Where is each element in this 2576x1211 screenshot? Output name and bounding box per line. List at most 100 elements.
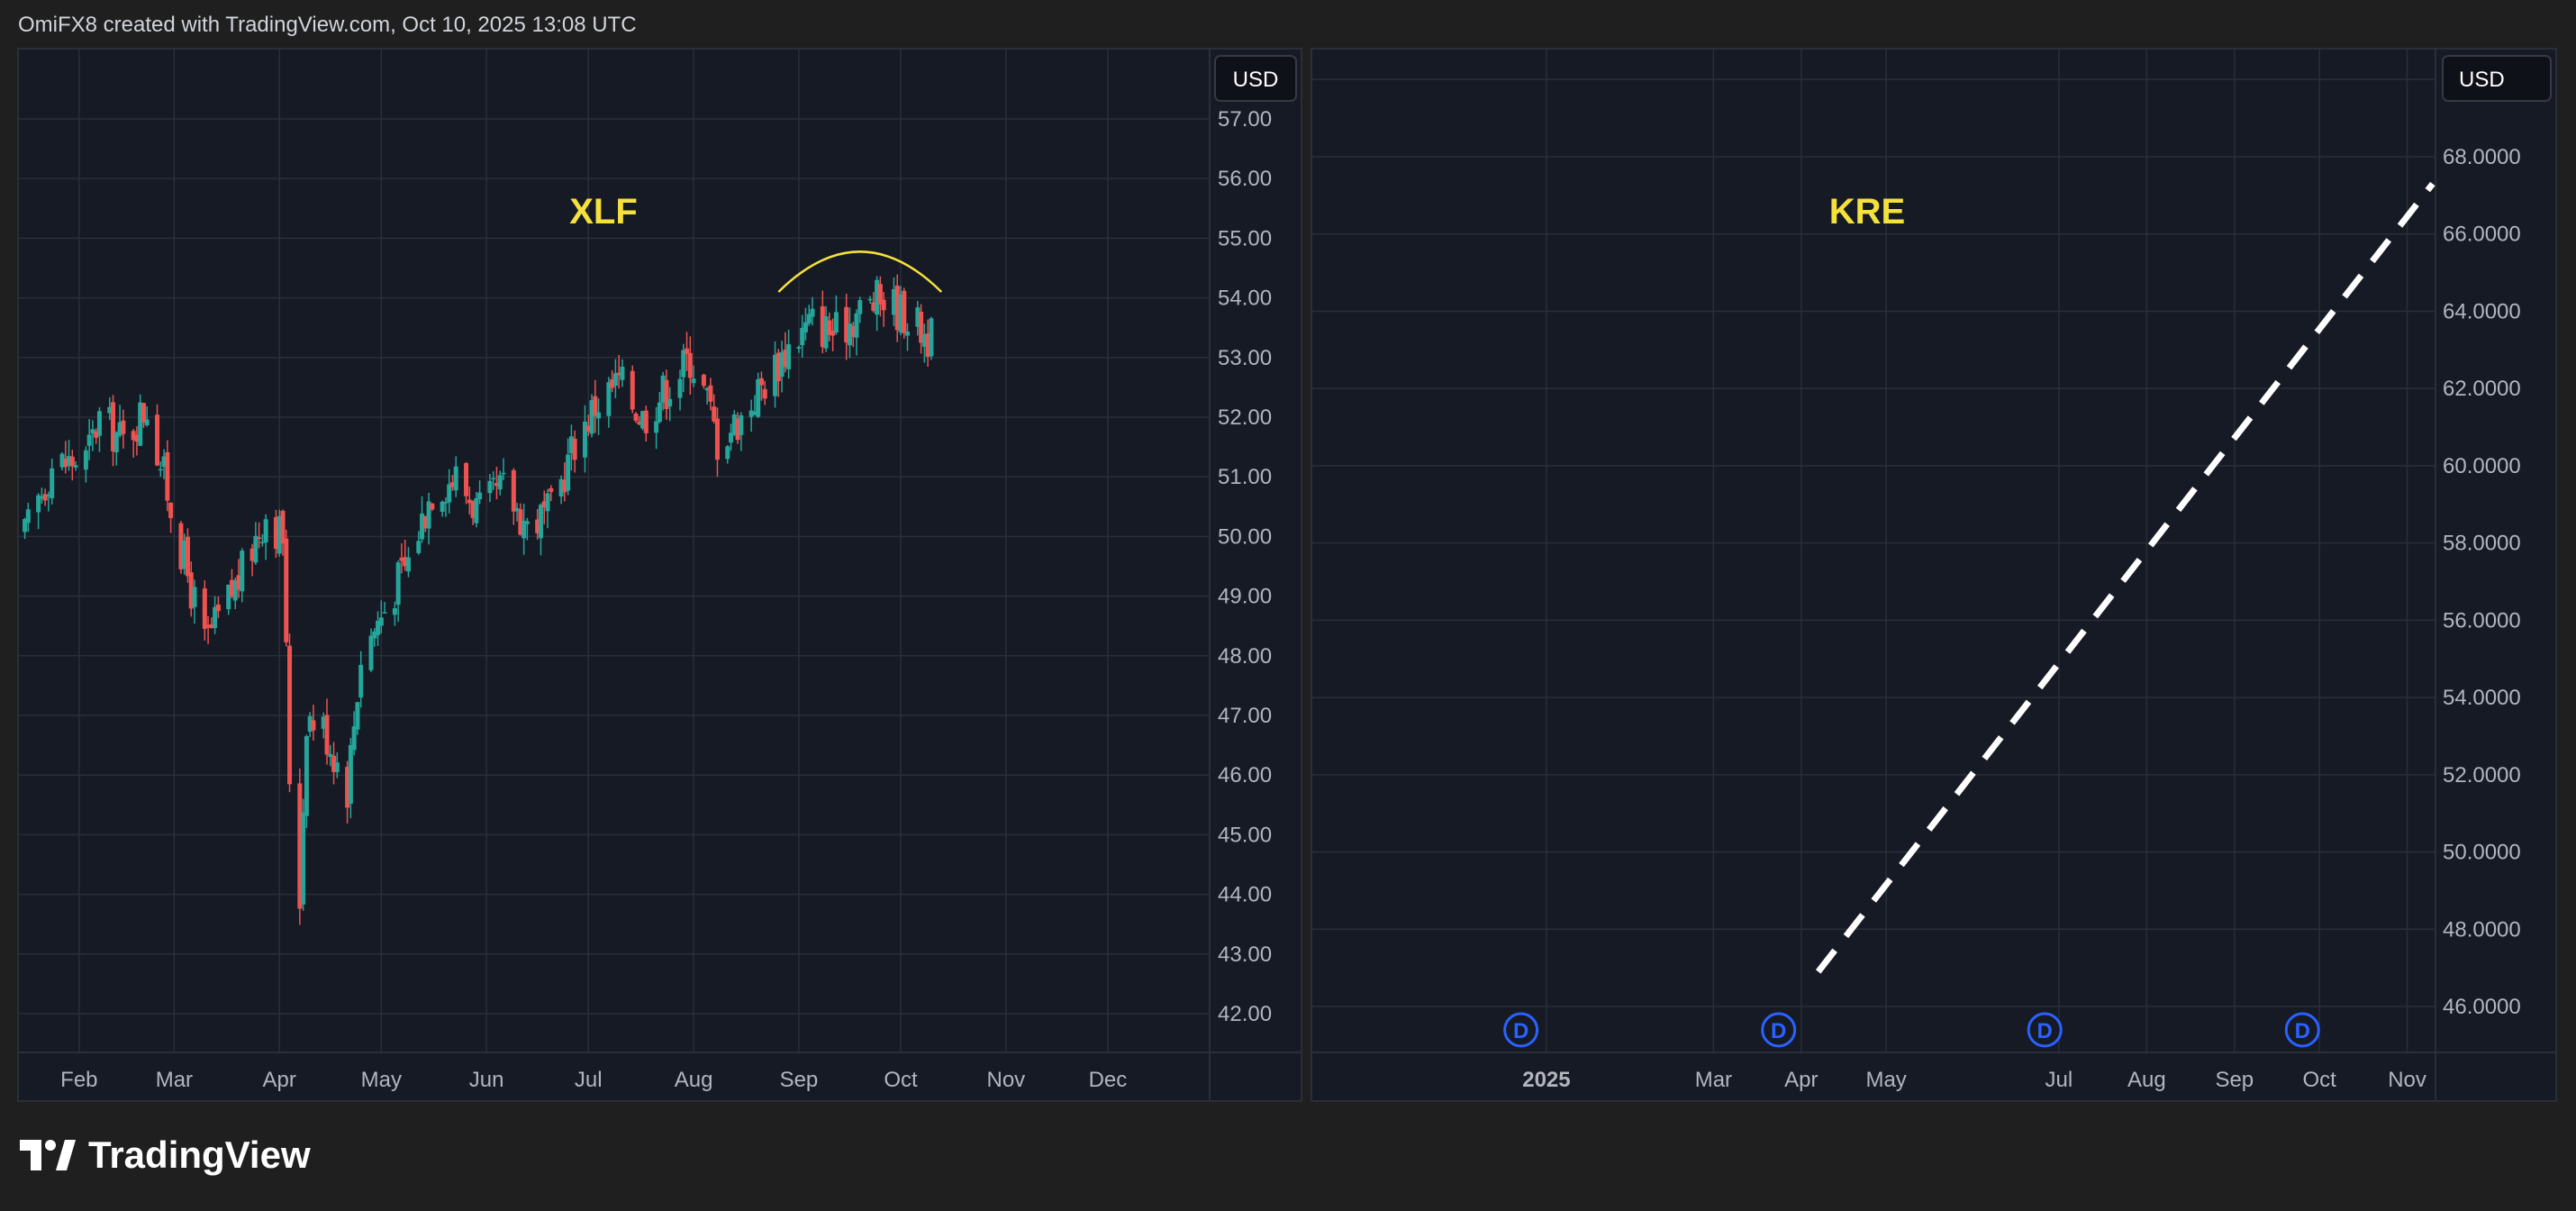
xlf-y-tick-label: 51.00 (1218, 465, 1272, 489)
xlf-candle-body (351, 726, 357, 751)
xlf-candle-body (257, 537, 262, 540)
xlf-candle-body (131, 431, 136, 441)
xlf-y-tick-label: 42.00 (1218, 1002, 1272, 1026)
xlf-candle-body (854, 313, 859, 338)
xlf-candle-body (348, 744, 353, 804)
xlf-candle-body (606, 382, 612, 416)
xlf-candle-body (67, 456, 72, 467)
kre-chart-pane[interactable]: KRE 46.0000 48.0000 50.0000 52.0000 54.0000 5… (1311, 48, 2557, 1102)
xlf-x-tick-label: Aug (675, 1068, 713, 1092)
xlf-y-tick-label: 50.00 (1218, 524, 1272, 549)
dividend-marker-label: D (2037, 1019, 2053, 1043)
xlf-candle-body (921, 333, 927, 347)
xlf-candle-body (63, 459, 68, 468)
xlf-x-tick-label: Mar (156, 1068, 193, 1092)
xlf-candle-body (144, 419, 150, 425)
xlf-candle-body (830, 331, 836, 336)
xlf-candle-body (776, 352, 781, 382)
xlf-candle-body (494, 483, 499, 487)
xlf-candle-body (287, 645, 293, 785)
xlf-candle-body (263, 519, 268, 542)
xlf-candle-body (188, 572, 194, 609)
xlf-pane-background (17, 48, 1302, 1102)
kre-x-tick-label: Sep (2215, 1068, 2254, 1092)
xlf-candle-body (847, 323, 852, 346)
xlf-candle-body (640, 411, 646, 429)
xlf-candle-body (687, 352, 693, 378)
xlf-y-tick-label: 43.00 (1218, 942, 1272, 967)
xlf-candle-body (178, 523, 184, 569)
xlf-candle-body (729, 432, 734, 443)
xlf-candle-body (596, 412, 602, 419)
xlf-y-tick-label: 55.00 (1218, 226, 1272, 250)
xlf-title: XLF (569, 192, 638, 232)
xlf-candle-body (616, 372, 621, 376)
xlf-candle-body (83, 450, 88, 470)
dividend-marker[interactable]: D (1503, 1012, 1539, 1048)
xlf-y-tick-label: 45.00 (1218, 823, 1272, 847)
xlf-candle-body (165, 451, 170, 501)
xlf-y-tick-label: 49.00 (1218, 585, 1272, 609)
xlf-candle-body (467, 499, 472, 504)
xlf-candle-body (654, 421, 659, 433)
xlf-candle-body (501, 472, 506, 475)
tradingview-logo[interactable]: TradingView (20, 1134, 311, 1177)
xlf-x-tick-label: May (361, 1068, 402, 1092)
xlf-candle-body (405, 557, 411, 572)
xlf-candle-body (487, 480, 493, 494)
xlf-candle-body (368, 635, 374, 670)
dividend-marker[interactable]: D (2284, 1012, 2320, 1048)
xlf-candle-body (850, 325, 856, 337)
xlf-arc-annotation[interactable] (777, 250, 943, 293)
xlf-candle-body (464, 462, 469, 496)
kre-trendline[interactable] (1815, 181, 2435, 974)
xlf-currency-button[interactable]: USD (1214, 55, 1297, 102)
xlf-candle-body (752, 411, 757, 415)
xlf-candle-body (59, 453, 65, 468)
xlf-candle-body (426, 501, 431, 529)
xlf-candle-body (73, 465, 78, 468)
xlf-candle-body (138, 402, 143, 446)
xlf-candle-body (664, 379, 669, 409)
xlf-candle-body (714, 418, 720, 460)
xlf-candle-body (549, 487, 554, 492)
xlf-candle-body (301, 812, 306, 905)
xlf-candle-body (735, 418, 740, 441)
xlf-candle-body (657, 402, 662, 423)
xlf-candle-body (277, 515, 282, 554)
xlf-candle-body (514, 508, 520, 512)
xlf-candle-body (46, 495, 51, 497)
xlf-candle-body (213, 606, 218, 629)
xlf-y-tick-label: 57.00 (1218, 107, 1272, 132)
xlf-candle-body (42, 494, 48, 501)
kre-y-tick-label: 62.0000 (2443, 377, 2521, 401)
xlf-candle-body (249, 548, 255, 561)
xlf-candle-body (430, 503, 435, 510)
xlf-candle-body (443, 502, 449, 504)
xlf-candle-body (786, 344, 792, 369)
dividend-marker[interactable]: D (2027, 1012, 2063, 1048)
xlf-candle-body (810, 308, 815, 317)
xlf-chart-pane[interactable]: XLF 42.00 43.00 44.00 45.00 46.00 47.00 48.00 4… (17, 48, 1302, 1102)
xlf-candle-body (522, 520, 527, 539)
xlf-candle-body (158, 469, 163, 471)
kre-x-tick-label: Nov (2388, 1068, 2426, 1092)
kre-x-tick-label: Aug (2127, 1068, 2166, 1092)
xlf-candle-body (701, 374, 706, 387)
xlf-candle-body (94, 431, 99, 438)
xlf-candle-body (334, 762, 340, 773)
xlf-candle-body (685, 348, 690, 354)
xlf-candle-body (376, 621, 381, 635)
kre-currency-button[interactable]: USD (2442, 55, 2552, 102)
dividend-marker[interactable]: D (1761, 1012, 1797, 1048)
xlf-candle-body (229, 579, 234, 596)
xlf-y-tick-label: 48.00 (1218, 644, 1272, 669)
kre-y-tick-label: 52.0000 (2443, 763, 2521, 788)
xlf-candle-body (633, 414, 639, 421)
kre-title: KRE (1829, 192, 1905, 232)
xlf-candle-body (324, 715, 330, 755)
kre-pane-background (1311, 48, 2557, 1102)
xlf-candle-body (202, 588, 207, 629)
dividend-marker-label: D (1771, 1019, 1786, 1043)
